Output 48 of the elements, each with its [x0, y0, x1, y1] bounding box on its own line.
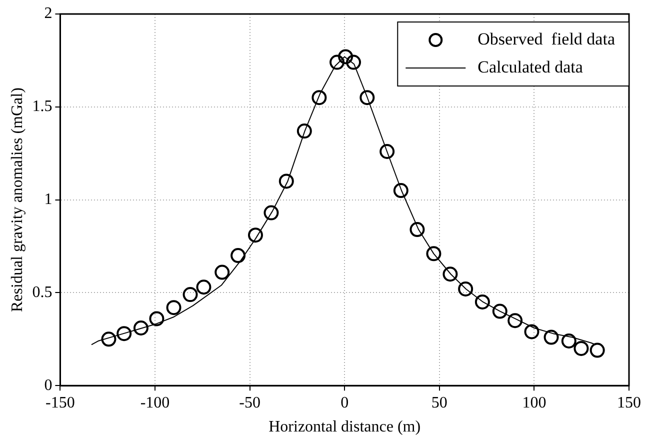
point: [182, 287, 198, 302]
point: [116, 326, 132, 342]
x-tick-label: -50: [239, 394, 260, 412]
point: [474, 294, 490, 310]
point: [544, 330, 559, 345]
point: [214, 264, 230, 280]
point: [346, 54, 362, 70]
point: [264, 205, 279, 220]
x-tick-label: 0: [340, 394, 349, 412]
x-tick-label: -100: [140, 394, 170, 412]
point: [278, 174, 294, 189]
point: [508, 313, 523, 328]
point: [426, 246, 442, 262]
y-tick-label: 1.5: [32, 98, 52, 116]
point: [393, 183, 408, 198]
x-tick-label: 150: [617, 394, 641, 412]
point: [101, 332, 116, 347]
y-tick-label: 2: [44, 5, 52, 22]
x-tick-label: -150: [46, 394, 75, 412]
point: [442, 266, 458, 282]
point: [196, 280, 212, 295]
point: [149, 311, 164, 326]
point: [561, 334, 576, 349]
point: [248, 228, 263, 243]
legend-label: Calculated data: [478, 57, 584, 76]
point: [524, 324, 540, 340]
point: [360, 90, 375, 106]
legend-label: Observed field data: [478, 29, 616, 48]
y-tick-label: 0: [44, 376, 52, 394]
x-axis-title: Horizontal distance (m): [268, 418, 421, 436]
point: [338, 49, 354, 64]
point: [380, 144, 395, 159]
point: [492, 304, 508, 319]
point: [133, 320, 148, 336]
point: [230, 248, 246, 264]
point: [590, 342, 605, 358]
y-axis-title: Residual gravity anomalies (mGal): [8, 88, 26, 312]
y-tick-label: 0.5: [32, 284, 52, 301]
point: [166, 300, 182, 316]
y-tick-label: 1: [44, 191, 52, 208]
point: [410, 222, 425, 238]
point: [458, 281, 474, 296]
x-tick-label: 50: [431, 394, 448, 412]
point: [296, 124, 312, 139]
point: [312, 90, 327, 106]
point: [574, 340, 589, 356]
x-tick-label: 100: [522, 394, 546, 412]
point: [330, 54, 345, 70]
